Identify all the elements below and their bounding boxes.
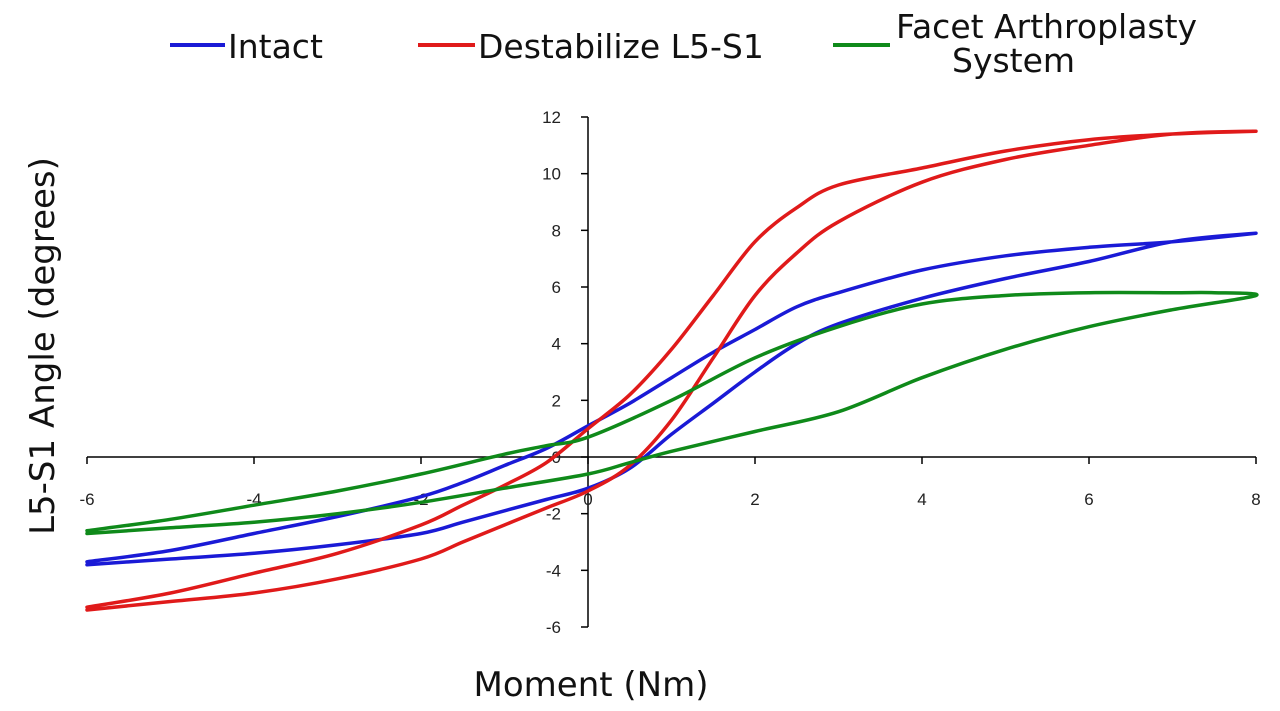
- y-tick-label: 0: [552, 448, 561, 467]
- x-axis-title: Moment (Nm): [474, 665, 709, 705]
- x-tick-label: 4: [917, 490, 926, 509]
- y-tick-label: -6: [546, 618, 561, 637]
- x-tick-label: 8: [1251, 490, 1260, 509]
- series-line-intact: [85, 231, 1258, 567]
- x-tick-label: 6: [1084, 490, 1093, 509]
- y-tick-label: -2: [546, 505, 561, 524]
- x-tick-label: 2: [750, 490, 759, 509]
- x-tick-label: 0: [583, 490, 592, 509]
- y-tick-label: 8: [552, 221, 561, 240]
- legend-item-facet: Facet Arthroplasty System: [833, 7, 1197, 80]
- legend-label-facet-line1: Facet Arthroplasty: [896, 7, 1197, 46]
- y-tick-label: 10: [542, 165, 561, 184]
- y-tick-label: -4: [546, 561, 561, 580]
- legend-label-intact: Intact: [228, 27, 323, 66]
- x-tick-label: -6: [79, 490, 94, 509]
- y-axis-title: L5-S1 Angle (degrees): [23, 157, 63, 535]
- legend: Intact Destabilize L5-S1 Facet Arthropla…: [170, 7, 1197, 80]
- y-tick-label: 12: [542, 108, 561, 127]
- legend-item-intact: Intact: [170, 27, 323, 66]
- legend-label-destabilize: Destabilize L5-S1: [478, 27, 764, 66]
- y-tick-label: 4: [552, 335, 561, 354]
- y-tick-label: 6: [552, 278, 561, 297]
- y-tick-label: 2: [552, 391, 561, 410]
- series-line-destabilize-l5-s1: [85, 129, 1258, 612]
- legend-label-facet-line2: System: [952, 41, 1075, 80]
- series-line-facet-arthroplasty-system: [85, 290, 1259, 536]
- legend-item-destabilize: Destabilize L5-S1: [418, 27, 764, 66]
